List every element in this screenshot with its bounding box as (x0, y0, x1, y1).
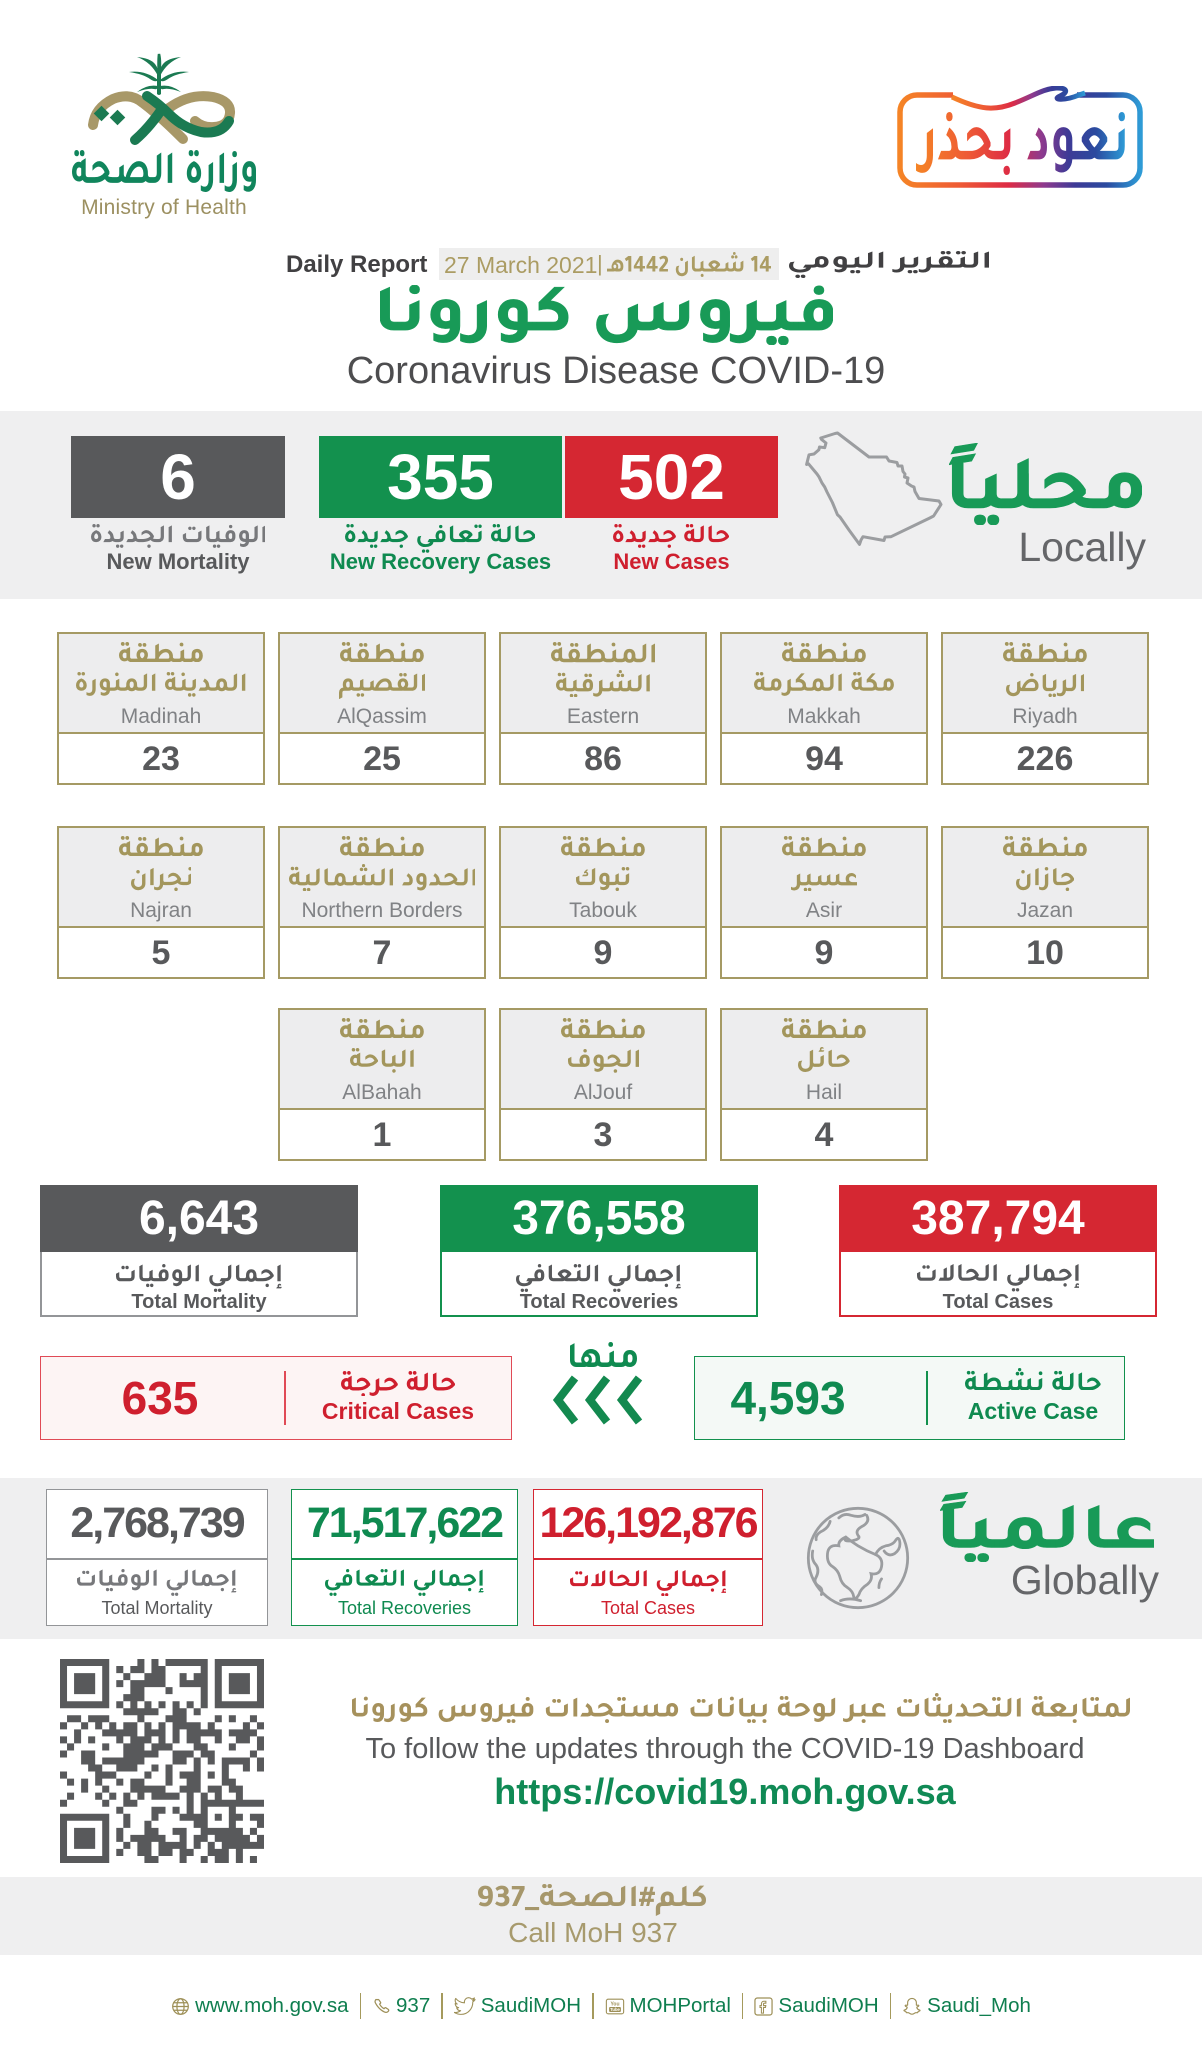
svg-text:Tube: Tube (610, 2007, 620, 2012)
svg-text:You: You (610, 2001, 619, 2007)
